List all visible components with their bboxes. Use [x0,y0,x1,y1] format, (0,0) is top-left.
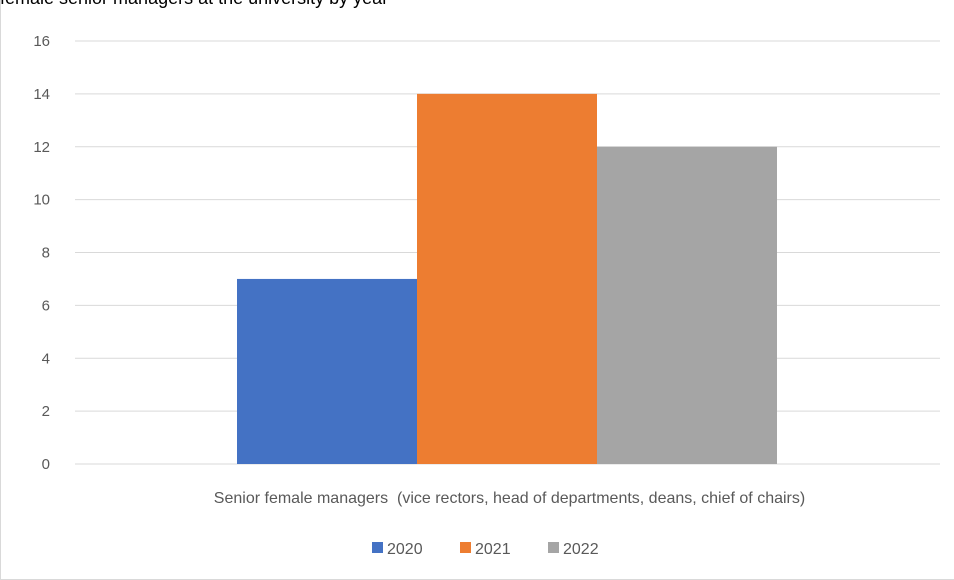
y-tick-label: 2 [42,403,50,420]
y-tick-label: 14 [33,86,50,103]
bar-2020 [237,278,417,464]
bar-2022 [597,146,777,464]
legend-swatch [548,542,559,553]
x-axis: Senior female managers (vice rectors, he… [214,490,805,507]
x-category-label: Senior female managers (vice rectors, he… [214,490,805,507]
y-axis: 0 2 4 6 8 10 12 14 16 [33,33,50,473]
y-tick-label: 10 [33,192,50,209]
legend: 2020 2021 2022 [372,541,599,558]
legend-swatch [372,542,383,553]
y-tick-label: 12 [33,139,50,156]
legend-label: 2020 [387,541,423,558]
y-tick-label: 16 [33,33,50,50]
y-tick-label: 8 [42,245,50,262]
legend-item-2022: 2022 [548,541,599,558]
clipped-caption: female senior managers at the university… [0,0,954,9]
legend-item-2020: 2020 [372,541,423,558]
bars [237,93,777,464]
y-tick-label: 6 [42,297,50,314]
bar-2021 [417,93,597,464]
y-tick-label: 4 [42,350,50,367]
legend-label: 2021 [475,541,511,558]
legend-item-2021: 2021 [460,541,511,558]
legend-label: 2022 [563,541,599,558]
y-tick-label: 0 [42,456,50,473]
legend-swatch [460,542,471,553]
